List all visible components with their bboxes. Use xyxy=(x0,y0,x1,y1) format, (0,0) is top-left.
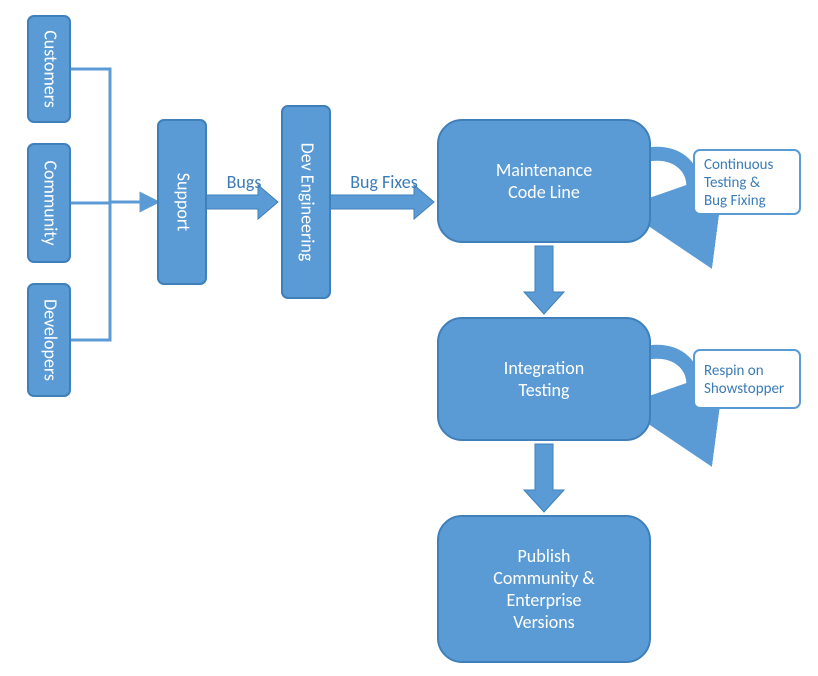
loop-integration xyxy=(650,352,693,411)
node-developers-label: Developers xyxy=(40,299,62,381)
svg-text:Enterprise: Enterprise xyxy=(506,589,581,611)
node-support-label: Support xyxy=(173,173,195,231)
svg-text:Maintenance: Maintenance xyxy=(496,159,592,181)
svg-text:Publish: Publish xyxy=(518,545,571,567)
svg-text:Bugs: Bugs xyxy=(227,171,262,193)
node-community-label: Community xyxy=(40,160,62,246)
svg-text:Integration: Integration xyxy=(504,357,584,379)
connector-customers-support xyxy=(70,69,110,202)
svg-text:Testing &: Testing & xyxy=(704,174,761,192)
loop-maintenance xyxy=(650,154,693,213)
svg-text:Bug Fixing: Bug Fixing xyxy=(704,192,766,210)
svg-text:Community &: Community & xyxy=(493,567,595,589)
svg-text:Bug Fixes: Bug Fixes xyxy=(350,171,418,193)
connector-community-support xyxy=(70,202,110,203)
node-customers-label: Customers xyxy=(40,30,62,108)
arrow-integ-publish xyxy=(524,444,564,512)
arrow-maint-integ xyxy=(524,246,564,314)
node-deveng-label: Dev Engineering xyxy=(297,143,319,262)
svg-text:Showstopper: Showstopper xyxy=(704,380,784,398)
svg-text:Versions: Versions xyxy=(513,611,574,633)
svg-text:Respin on: Respin on xyxy=(704,362,764,380)
svg-text:Code Line: Code Line xyxy=(508,181,580,203)
connector-developers-support xyxy=(70,202,110,340)
svg-text:Continuous: Continuous xyxy=(704,156,774,174)
svg-text:Testing: Testing xyxy=(519,379,570,401)
